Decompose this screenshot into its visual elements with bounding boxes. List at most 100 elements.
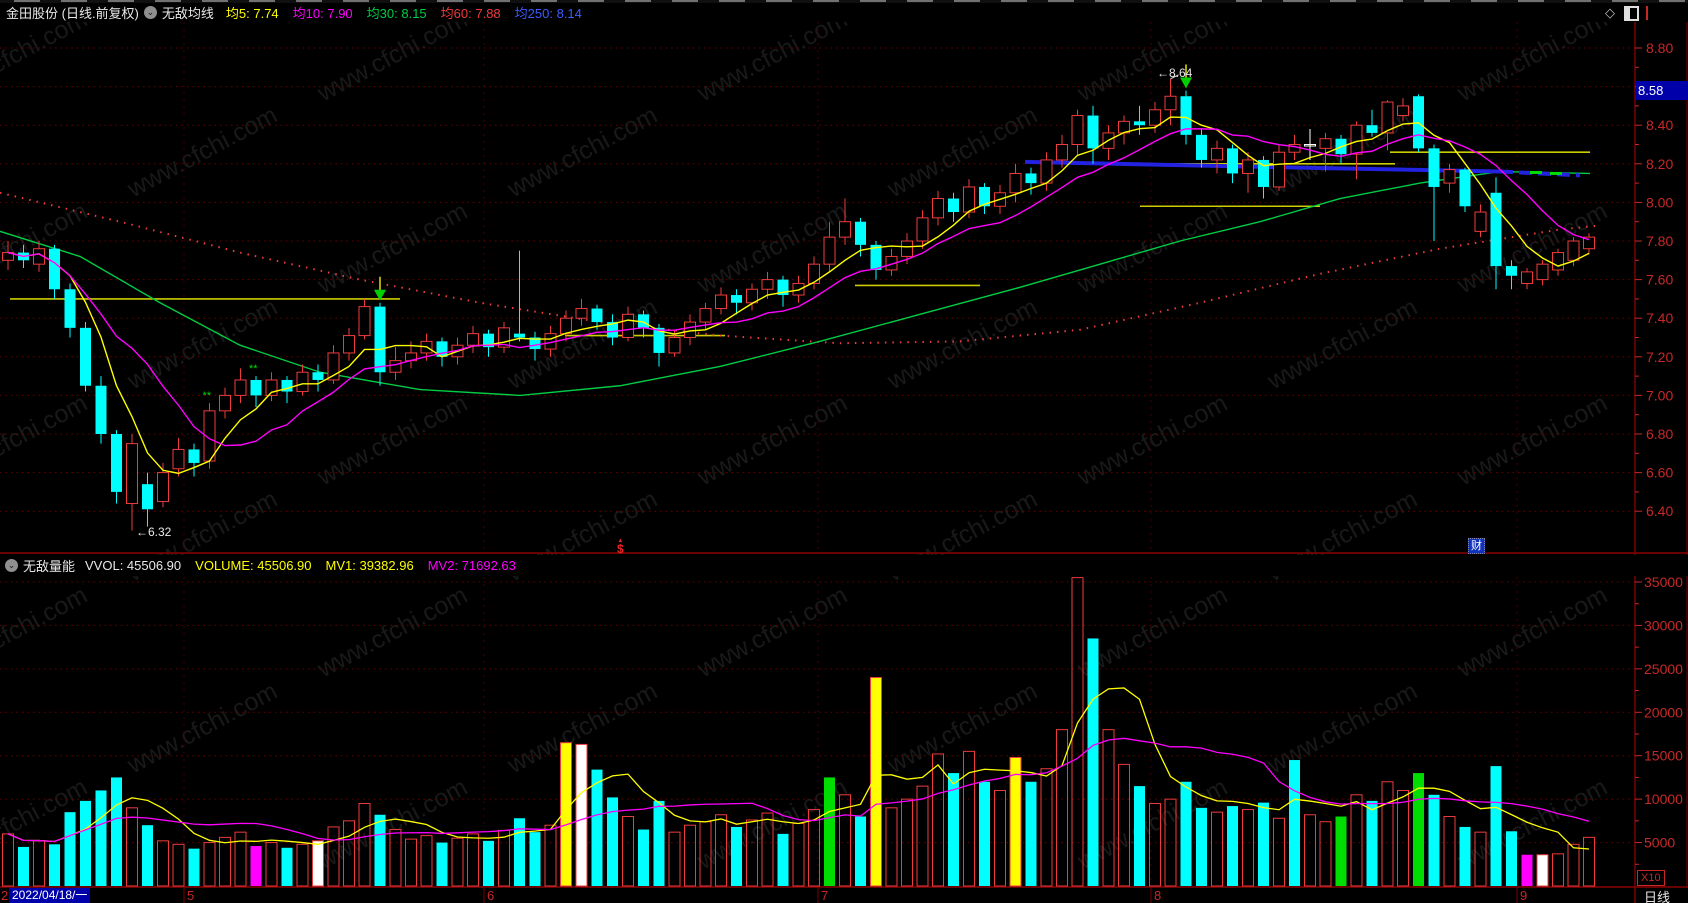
- volume-indicator-name: 无敌量能: [23, 559, 76, 574]
- toolbar-remnant: [1189, 0, 1215, 2]
- toolbar-remnant: [719, 0, 745, 2]
- price-axis-label: 6.40: [1646, 503, 1673, 519]
- buy-hash-icon: **: [203, 390, 212, 402]
- volume-axis-label: 5000: [1644, 835, 1675, 851]
- toolbar-remnant: [1424, 0, 1450, 2]
- month-label: 5: [187, 888, 194, 903]
- header-value-1: 均10: 7.90: [292, 6, 353, 21]
- dollar-signal-icon: ▲ $: [617, 538, 624, 556]
- toolbar-remnant: [907, 0, 933, 2]
- volume-unit-label: X10: [1637, 870, 1665, 886]
- sell-arrow-icon: [1180, 77, 1192, 89]
- ma5-line: [7, 116, 1590, 475]
- clipped-month-label: 2: [1, 888, 8, 903]
- ma30-line: [0, 170, 1591, 397]
- month-label: 7: [821, 888, 828, 903]
- toolbar-remnant: [672, 0, 698, 2]
- ma10-line: [7, 128, 1590, 447]
- toolbar-remnant: [1236, 0, 1262, 2]
- toolbar-remnant: [1518, 0, 1544, 2]
- toolbar-remnant: [437, 0, 463, 2]
- month-label: 8: [1154, 888, 1161, 903]
- toolbar-remnant: [1471, 0, 1497, 2]
- volume-axis-label: 30000: [1644, 617, 1683, 633]
- toolbar-remnant: [1377, 0, 1403, 2]
- toolbar-remnant: [343, 0, 369, 2]
- toolbar-remnant: [484, 0, 510, 2]
- toolbar-remnant: [1095, 0, 1121, 2]
- toolbar-remnant: [1001, 0, 1027, 2]
- high-annotation-leader: [1170, 74, 1179, 80]
- toolbar-remnant: [296, 0, 322, 2]
- toolbar-remnant: [625, 0, 651, 2]
- date-badge: 2022/04/18/一: [9, 888, 91, 903]
- toolbar-remnant: [1659, 0, 1685, 2]
- toolbar-remnant: [1283, 0, 1309, 2]
- month-gridlines: [183, 22, 1518, 903]
- toolbar-remnant: [155, 0, 181, 2]
- volume-axis-label: 35000: [1644, 574, 1683, 590]
- candles-group: [2, 78, 1595, 531]
- header-value-3: MV2: 71692.63: [427, 558, 516, 573]
- price-axis-label: 7.60: [1646, 272, 1673, 288]
- window-controls: ◇: [1605, 5, 1648, 21]
- price-axis: 8.80 8.40 8.20 8.00 7.80 7.60 7.40 7.20 7.00 6.80…: [1634, 22, 1688, 903]
- price-axis-label: 7.80: [1646, 233, 1673, 249]
- volume-axis-label: 25000: [1644, 661, 1683, 677]
- toolbar-remnant: [202, 0, 228, 2]
- collapse-icon[interactable]: ⌄: [143, 6, 157, 19]
- cai-signal-badge: 财: [1468, 538, 1485, 554]
- toolbar-remnant: [1612, 0, 1638, 2]
- header-value-0: VVOL: 45506.90: [85, 558, 182, 573]
- price-pane-header: 金田股份 (日线.前复权) ⌄ 无敌均线 均5: 7.74 均10: 7.90 均3…: [0, 3, 1688, 22]
- diamond-icon[interactable]: ◇: [1605, 5, 1615, 20]
- volume-axis-label: 15000: [1644, 748, 1683, 764]
- price-axis-label: 8.00: [1646, 194, 1673, 210]
- toolbar-remnant: [390, 0, 416, 2]
- toolbar-remnant: [813, 0, 839, 2]
- scroll-indicator: [1646, 6, 1648, 20]
- volume-values: VVOL: 45506.90 VOLUME: 45506.90 MV1: 39382…: [85, 558, 530, 573]
- price-axis-label: 8.80: [1646, 40, 1673, 56]
- toolbar-remnant: [766, 0, 792, 2]
- signal-markers: ** **: [203, 64, 1192, 402]
- price-axis-label: 7.00: [1646, 387, 1673, 403]
- toolbar-remnant: [249, 0, 275, 2]
- high-price-annotation: ←8.64: [1157, 66, 1193, 80]
- collapse-icon-volume[interactable]: ⌄: [5, 559, 18, 572]
- sell-arrow-icon: [374, 289, 386, 301]
- header-value-0: 均5: 7.74: [225, 6, 279, 21]
- price-axis-label: 8.20: [1646, 156, 1673, 172]
- month-label: 6: [487, 888, 494, 903]
- platform-lines: [10, 151, 1590, 337]
- header-value-2: 均30: 8.15: [366, 6, 427, 21]
- toolbar-remnant: [531, 0, 557, 2]
- month-label: 9: [1520, 888, 1527, 903]
- period-label[interactable]: 日线: [1644, 890, 1671, 903]
- header-value-3: 均60: 7.88: [440, 6, 501, 21]
- split-pane-icon[interactable]: [1624, 5, 1639, 21]
- toolbar-remnant: [1048, 0, 1074, 2]
- volume-axis-label: 10000: [1644, 791, 1683, 807]
- price-axis-label: 6.60: [1646, 465, 1673, 481]
- toolbar-remnant: [860, 0, 886, 2]
- toolbar-remnant: [108, 0, 134, 2]
- toolbar-remnant: [1330, 0, 1356, 2]
- volume-bars-group: [2, 577, 1595, 887]
- volume-ma1-line: [7, 687, 1590, 850]
- buy-hash-icon: **: [249, 363, 258, 375]
- ma-values: 均5: 7.74 均10: 7.90 均30: 8.15 均60: 7.88 均250:…: [226, 3, 596, 22]
- ma60-line: [0, 191, 1601, 345]
- header-value-1: VOLUME: 45506.90: [195, 558, 312, 573]
- date-axis: 5 6 7 8 9 2: [1, 888, 1527, 903]
- price-axis-label: 6.80: [1646, 426, 1673, 442]
- toolbar-remnant: [1565, 0, 1591, 2]
- low-price-annotation: ←6.32: [136, 525, 172, 539]
- volume-axis-label: 20000: [1644, 704, 1683, 720]
- toolbar-remnant: [14, 0, 40, 2]
- volume-pane-header: ⌄ 无敌量能 VVOL: 45506.90 VOLUME: 45506.90 MV1…: [0, 555, 1688, 576]
- clipped-toolbar-strip: [0, 0, 1688, 3]
- indicator-name: 无敌均线: [161, 6, 214, 21]
- toolbar-remnant: [61, 0, 87, 2]
- price-axis-label: 7.20: [1646, 349, 1673, 365]
